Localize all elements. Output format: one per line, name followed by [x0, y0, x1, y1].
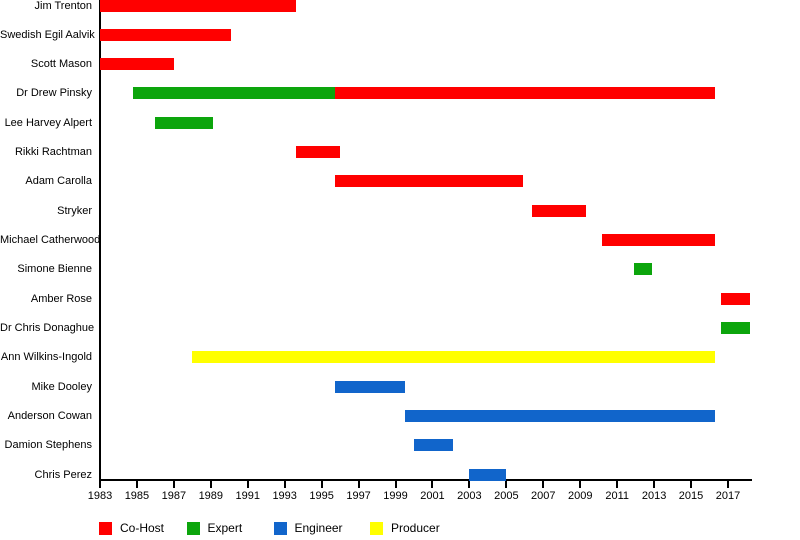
bar-segment — [100, 0, 296, 12]
x-tick-label: 2005 — [494, 490, 519, 502]
row-label: Damion Stephens — [4, 439, 92, 452]
x-tick-label: 2001 — [420, 490, 445, 502]
x-tick-label: 1993 — [272, 490, 297, 502]
row-label: Rikki Rachtman — [14, 146, 92, 159]
row-label: Scott Mason — [30, 58, 92, 71]
legend-label: Engineer — [294, 521, 343, 535]
bar-segment — [100, 28, 232, 41]
x-tick — [505, 481, 508, 488]
x-tick — [653, 481, 656, 488]
x-tick-label: 1989 — [198, 490, 224, 502]
row-label: Dr Drew Pinsky — [16, 87, 92, 100]
row-label: Mike Dooley — [31, 380, 92, 393]
x-tick — [468, 481, 471, 488]
x-tick-label: 1987 — [161, 490, 187, 502]
row-label: Dr Chris Donaghue — [0, 322, 95, 335]
legend-swatch — [370, 522, 383, 535]
bar-segment — [100, 58, 174, 71]
x-axis-line — [99, 479, 752, 481]
bar-segment — [602, 234, 716, 247]
x-tick-label: 2015 — [678, 490, 704, 502]
x-tick — [726, 481, 729, 488]
row-label: Simone Bienne — [17, 263, 92, 276]
x-tick-label: 1997 — [346, 490, 371, 502]
x-tick-label: 2009 — [567, 490, 593, 502]
x-tick — [320, 481, 323, 488]
x-tick — [431, 481, 434, 488]
x-tick-label: 2017 — [715, 490, 741, 502]
bar-segment — [720, 292, 751, 305]
x-tick-label: 2013 — [641, 490, 667, 502]
row-label: Stryker — [57, 204, 92, 217]
row-label: Anderson Cowan — [7, 409, 92, 422]
row-label: Jim Trenton — [34, 0, 92, 12]
legend-swatch — [186, 522, 200, 535]
bar-segment — [720, 322, 751, 335]
x-tick-label: 2003 — [457, 490, 482, 502]
bar-segment — [133, 87, 335, 100]
x-tick — [283, 481, 286, 488]
x-tick — [357, 481, 360, 488]
row-label: Chris Perez — [34, 468, 92, 481]
x-tick — [394, 481, 397, 488]
bar-segment — [404, 409, 716, 422]
x-tick-label: 1985 — [124, 490, 150, 502]
bar-segment — [469, 468, 507, 481]
legend-label: Co-Host — [120, 521, 165, 535]
x-tick — [579, 481, 582, 488]
bar-segment — [192, 351, 716, 364]
legend-swatch — [273, 522, 287, 535]
legend-label: Expert — [207, 521, 243, 535]
x-tick — [99, 481, 101, 488]
x-tick — [690, 481, 693, 488]
legend-swatch — [99, 522, 112, 535]
x-tick — [135, 481, 138, 488]
bar-segment — [334, 87, 716, 100]
row-label: Amber Rose — [30, 292, 92, 305]
row-label: Michael Catherwood — [0, 234, 101, 247]
bar-segment — [334, 175, 523, 188]
row-label: Adam Carolla — [25, 175, 92, 188]
x-tick — [616, 481, 619, 488]
row-label: Lee Harvey Alpert — [4, 116, 92, 129]
x-tick-label: 1983 — [87, 490, 113, 502]
x-tick-label: 2007 — [531, 490, 556, 502]
x-tick — [542, 481, 545, 488]
x-tick-label: 2011 — [605, 490, 629, 502]
bar-segment — [295, 146, 341, 159]
legend-label: Producer — [391, 521, 440, 535]
x-tick-label: 1995 — [309, 490, 334, 502]
x-tick — [246, 481, 249, 488]
bar-segment — [532, 204, 586, 217]
row-label: Ann Wilkins-Ingold — [0, 351, 92, 364]
x-tick — [209, 481, 212, 488]
bar-segment — [413, 439, 453, 452]
x-tick — [172, 481, 175, 488]
row-label: Swedish Egil Aalvik — [0, 28, 95, 41]
x-tick-label: 1991 — [235, 490, 260, 502]
y-axis-line — [99, 0, 101, 481]
bar-segment — [155, 116, 213, 129]
bar-segment — [334, 380, 405, 393]
x-tick-label: 1999 — [383, 490, 408, 502]
bar-segment — [633, 263, 653, 276]
